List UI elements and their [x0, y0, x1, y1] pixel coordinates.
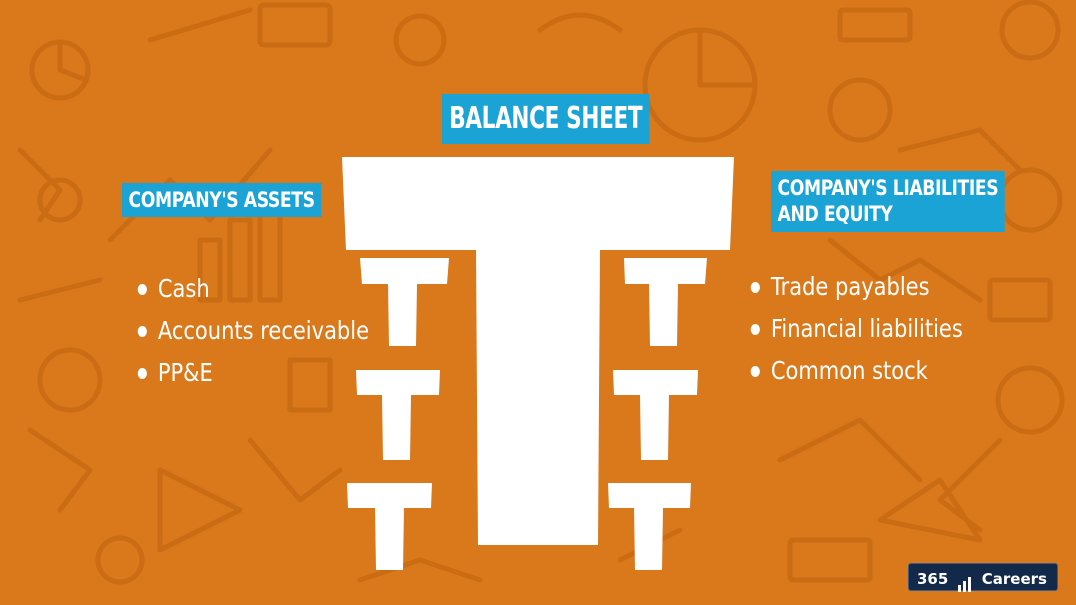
liability-item-trade-payables: Trade payables — [749, 266, 963, 308]
small-t-right-1 — [624, 258, 707, 346]
small-t-left-1 — [360, 258, 449, 346]
liability-item-common-stock: Common stock — [749, 350, 963, 392]
asset-item-cash: Cash — [136, 268, 369, 310]
brand-logo-365-careers: 365 Careers — [908, 563, 1058, 592]
central-t-shape — [342, 157, 734, 545]
small-t-right-2 — [613, 370, 698, 460]
bar-chart-icon — [957, 564, 973, 592]
asset-item-ppe: PP&E — [136, 352, 369, 394]
liabilities-heading-line-1: COMPANY'S LIABILITIES — [777, 176, 999, 200]
small-t-right-3 — [608, 483, 691, 570]
assets-list: Cash Accounts receivable PP&E — [136, 268, 413, 394]
small-t-left-2 — [356, 370, 440, 460]
liability-item-financial-liabilities: Financial liabilities — [749, 308, 963, 350]
liabilities-equity-list: Trade payables Financial liabilities Com… — [749, 266, 1004, 392]
asset-item-accounts-receivable: Accounts receivable — [136, 310, 369, 352]
assets-heading: COMPANY'S ASSETS — [122, 183, 322, 218]
liabilities-equity-heading: COMPANY'S LIABILITIES AND EQUITY — [771, 171, 1005, 232]
page-title: BALANCE SHEET — [442, 94, 650, 144]
liabilities-heading-line-2: AND EQUITY — [777, 202, 893, 227]
brand-name: Careers — [981, 570, 1047, 588]
brand-number: 365 — [917, 570, 949, 588]
small-t-left-3 — [347, 483, 432, 570]
